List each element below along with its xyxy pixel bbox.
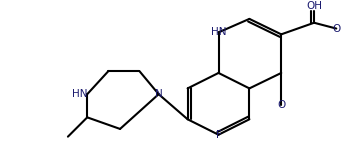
Text: F: F [216, 130, 222, 140]
Text: OH: OH [306, 1, 322, 11]
Text: O: O [332, 24, 341, 33]
Text: O: O [277, 100, 285, 110]
Text: N: N [155, 89, 162, 99]
Text: HN: HN [72, 89, 87, 99]
Text: HN: HN [211, 27, 226, 37]
